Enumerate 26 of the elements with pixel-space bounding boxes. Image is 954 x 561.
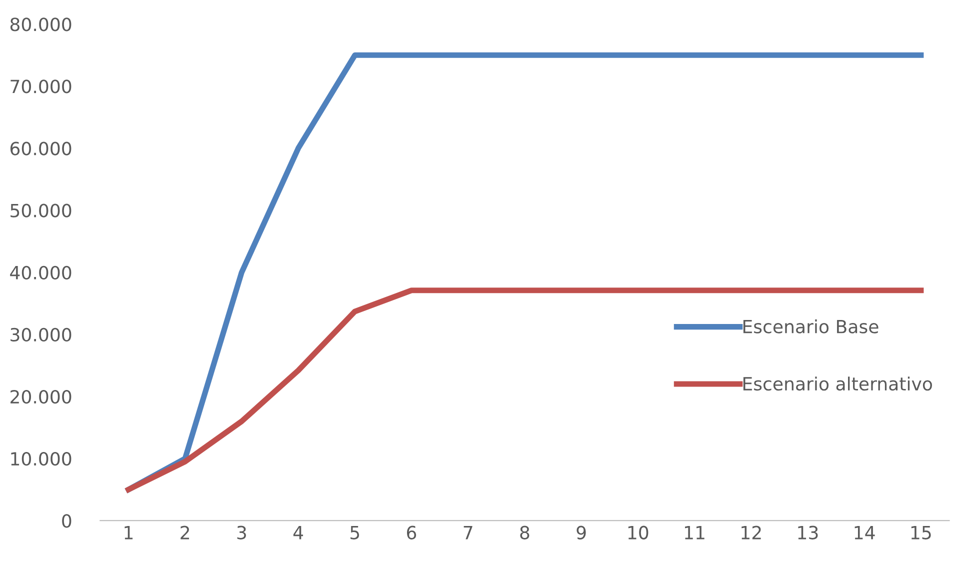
x-tick-label: 15 (911, 526, 931, 540)
x-tick-label: 10 (628, 526, 648, 540)
x-tick-label: 5 (350, 526, 360, 540)
x-tick-label: 9 (576, 526, 586, 540)
y-tick-label: 40.000 (10, 266, 72, 280)
y-tick-label: 60.000 (10, 142, 72, 156)
x-tick-label: 6 (407, 526, 416, 540)
legend-label: Escenario Base (743, 319, 878, 334)
x-tick-label: 11 (685, 526, 704, 540)
legend-label: Escenario alternativo (743, 376, 932, 391)
x-tick-label: 3 (237, 526, 246, 540)
y-tick-label: 30.000 (10, 328, 72, 342)
x-tick-label: 8 (520, 526, 530, 540)
y-tick-label: 10.000 (11, 452, 72, 466)
x-tick-label: 1 (124, 526, 133, 540)
x-tick-label: 12 (742, 526, 761, 540)
x-tick-label: 13 (798, 526, 818, 540)
y-tick-label: 80.000 (10, 18, 72, 32)
y-tick-label: 70.000 (10, 80, 72, 94)
x-tick-label: 7 (464, 526, 472, 540)
y-tick-label: 0 (62, 514, 72, 528)
y-tick-label: 20.000 (10, 390, 72, 404)
x-tick-label: 14 (854, 526, 875, 540)
x-tick-label: 2 (180, 526, 190, 540)
x-tick-label: 4 (293, 526, 304, 540)
y-tick-label: 50.000 (10, 204, 72, 218)
